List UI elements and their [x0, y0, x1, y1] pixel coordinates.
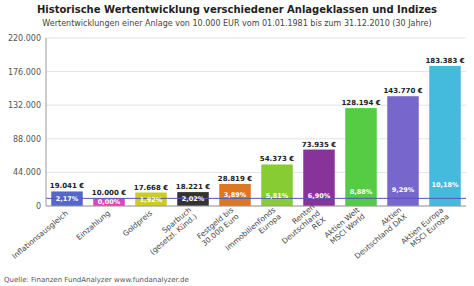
x-tick-label: Einzahlung [75, 208, 113, 242]
x-tick-label-line: Deutschland DAX [353, 212, 409, 261]
bar [93, 198, 125, 206]
percentage-label: 0,00% [98, 198, 121, 206]
x-tick-label: ImmobilienfondsEuropa [224, 205, 283, 259]
y-tick-label: 44.000 [13, 168, 41, 177]
data-label: 10.000 € [92, 189, 126, 197]
percentage-label: 1,92% [140, 196, 163, 204]
percentage-label: 2,17% [56, 195, 79, 203]
bar [51, 191, 83, 206]
title: Historische Wertentwicklung verschiedene… [37, 4, 437, 15]
percentage-label: 9,29% [392, 186, 415, 194]
x-tick-label: RentenDeutschlandREX [275, 202, 328, 252]
data-label: 73.935 € [302, 141, 336, 149]
bar [429, 66, 461, 206]
x-tick-label-line: Europa [257, 212, 283, 236]
data-label: 19.041 € [50, 182, 84, 190]
bar [387, 96, 419, 206]
x-tick-label-line: REX [310, 215, 327, 232]
y-axis-line [46, 38, 47, 206]
data-label: 18.221 € [176, 183, 210, 191]
bar [345, 108, 377, 206]
percentage-label: 10,18% [431, 181, 459, 189]
x-tick-label: Inflationsausgleich [10, 208, 70, 260]
bar [219, 184, 251, 206]
subtitle: Wertentwicklungen einer Anlage von 10.00… [42, 19, 431, 28]
percentage-label: 8,88% [350, 188, 373, 196]
chart: Historische Wertentwicklung verschiedene… [0, 0, 474, 286]
source: Quelle: Finanzen FundAnalyzer www.fundan… [4, 276, 189, 284]
labels: 19.041 € 2,17% 10.000 €0,00% 17.668 € 1,92% 1… [50, 57, 465, 207]
bar [303, 150, 335, 206]
data-label: 17.668 € [134, 184, 168, 192]
percentage-label: 2,02% [182, 195, 205, 203]
y-tick-label: 132.000 [8, 101, 41, 110]
bar [261, 164, 293, 206]
x-tick-label-line: Inflationsausgleich [10, 208, 70, 260]
data-label: 28.819 € [218, 175, 252, 183]
y-tick-label: 88.000 [13, 135, 41, 144]
x-tick-label-line: Goldpreis [121, 209, 154, 239]
y-tick-labels: 0 44.000 88.000 132.000 176.000 220.000 [8, 34, 41, 211]
grid-line [46, 71, 466, 72]
y-tick-label: 0 [36, 202, 41, 211]
x-tick-label: Aktien EuropaMSCI Europa [399, 205, 451, 252]
y-tick-label: 220.000 [8, 34, 41, 43]
x-tick-label-line: (gesetzl. Künd.) [148, 212, 199, 257]
grid-line [46, 38, 466, 39]
x-tick-labels: InflationsausgleichEinzahlung GoldpreisSp… [10, 202, 450, 261]
x-tick-label: AktienDeutschland DAX [347, 205, 408, 261]
bar [135, 193, 167, 206]
data-label: 128.194 € [341, 99, 380, 107]
bar [177, 192, 209, 206]
data-label: 54.373 € [260, 155, 294, 163]
y-grid [46, 38, 466, 206]
x-tick-label: Sparbuch(gesetzl. Künd.) [142, 205, 198, 256]
percentage-label: 6,90% [308, 192, 331, 200]
x-tick-label-line: MSCI World [328, 212, 367, 246]
data-label: 143.770 € [383, 87, 422, 95]
data-label: 183.383 € [425, 57, 464, 65]
y-tick-label: 176.000 [8, 68, 41, 77]
bars [46, 66, 466, 206]
percentage-label: 3,89% [224, 191, 247, 199]
x-tick-label: Aktien WeltMSCI World [323, 205, 367, 246]
percentage-label: 5,81% [266, 192, 289, 200]
x-tick-label: Goldpreis [121, 209, 154, 239]
x-tick-label-line: MSCI Europa [409, 212, 451, 249]
x-tick-label-line: Einzahlung [75, 208, 113, 242]
